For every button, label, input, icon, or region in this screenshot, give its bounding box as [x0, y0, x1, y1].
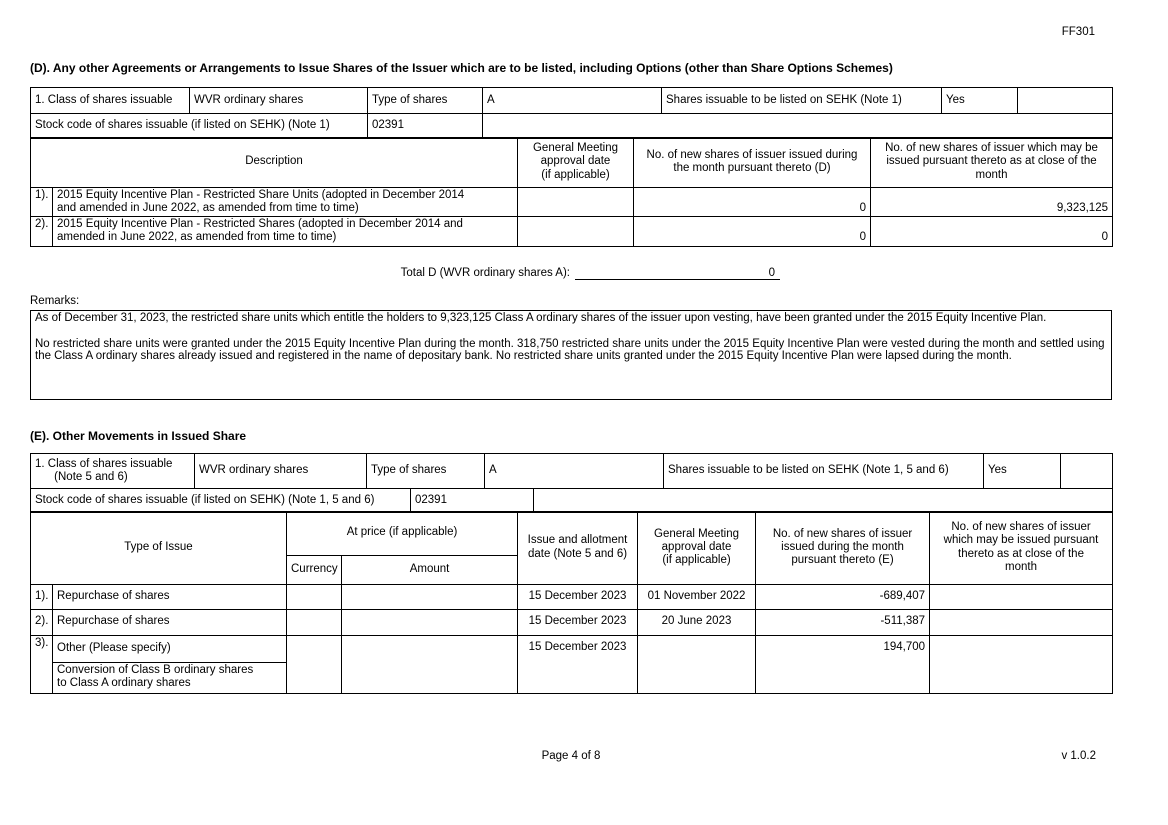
e-listed-value-cell: Yes: [983, 453, 1062, 489]
form-code: FF301: [1061, 26, 1095, 38]
d-row-issuable: 9,323,125: [870, 186, 1113, 218]
e-row-issue-date: 15 December 2023: [517, 634, 639, 694]
e-row-issued: -689,407: [755, 583, 931, 610]
e-header-issue-date: Issue and allotment date (Note 5 and 6): [517, 510, 639, 585]
e-info-empty-cell: [1060, 453, 1114, 489]
remarks-paragraph-1: As of December 31, 2023, the restricted …: [35, 312, 1047, 324]
d-info-empty-cell: [1017, 87, 1113, 114]
e-row-type-detail: Conversion of Class B ordinary shares to…: [52, 661, 287, 694]
total-d-label: Total D (WVR ordinary shares A):: [400, 267, 570, 279]
e-header-amount: Amount: [340, 554, 519, 585]
d-row-no: 1).: [30, 186, 53, 218]
e-row-gm-date: 20 June 2023: [637, 608, 757, 636]
section-d-main-table: Description General Meeting approval dat…: [30, 136, 1113, 247]
d-row-description: 2015 Equity Incentive Plan - Restricted …: [52, 216, 518, 247]
e-stock-code-value-cell: 02391: [410, 488, 534, 513]
e-class-value-cell: WVR ordinary shares: [194, 453, 367, 489]
section-d-title: (D). Any other Agreements or Arrangement…: [30, 61, 893, 75]
d-class-label-cell: 1. Class of shares issuable: [30, 87, 190, 114]
remarks-label: Remarks:: [30, 295, 80, 307]
d-row-issuable: 0: [870, 216, 1113, 247]
e-row-issue-date: 15 December 2023: [517, 608, 639, 636]
total-d-row: Total D (WVR ordinary shares A): 0: [30, 267, 780, 280]
remarks-box: As of December 31, 2023, the restricted …: [30, 310, 1112, 400]
e-row-currency: [286, 634, 342, 694]
remarks-paragraph-2: No restricted share units were granted u…: [35, 338, 1105, 362]
section-d-info-table: 1. Class of shares issuable WVR ordinary…: [30, 87, 1113, 139]
e-type-value-cell: A: [483, 453, 665, 489]
d-class-value-cell: WVR ordinary shares: [189, 87, 368, 114]
d-row-gm-date: [517, 186, 634, 218]
e-row-gm-date: [637, 634, 757, 694]
e-row-issued: -511,387: [755, 608, 931, 636]
total-d-value: 0: [575, 267, 780, 280]
d-header-description: Description: [30, 136, 518, 188]
e-row-no: 1).: [30, 583, 53, 610]
e-row-issuable: [929, 634, 1114, 694]
e-row-amount: [340, 634, 519, 694]
d-type-value-cell: A: [482, 87, 662, 114]
d-row-no: 2).: [30, 216, 53, 247]
d-info-empty-cell: [482, 113, 1113, 139]
e-header-currency: Currency: [286, 554, 342, 585]
e-listed-label-cell: Shares issuable to be listed on SEHK (No…: [663, 453, 985, 489]
e-row-currency: [286, 608, 342, 636]
e-row-issuable: [929, 583, 1114, 610]
e-row-no: 2).: [30, 608, 53, 636]
e-type-label-cell: Type of shares: [366, 453, 485, 489]
d-stock-code-label-cell: Stock code of shares issuable (if listed…: [30, 113, 368, 139]
d-type-label-cell: Type of shares: [367, 87, 483, 114]
e-row-type: Repurchase of shares: [52, 583, 287, 610]
section-e-title: (E). Other Movements in Issued Share: [30, 429, 247, 443]
e-row-amount: [340, 608, 519, 636]
d-header-issued: No. of new shares of issuer issued durin…: [633, 136, 871, 188]
d-listed-value-cell: Yes: [941, 87, 1018, 114]
e-row-issuable: [929, 608, 1114, 636]
e-header-issued: No. of new shares of issuer issued durin…: [755, 510, 931, 585]
section-e-main-table: Type of Issue At price (if applicable) I…: [30, 510, 1114, 694]
e-header-at-price: At price (if applicable): [285, 510, 519, 556]
footer-version: v 1.0.2: [1061, 750, 1096, 762]
d-header-gm-date: General Meeting approval date (if applic…: [517, 136, 634, 188]
e-row-type: Other (Please specify): [52, 634, 287, 663]
e-row-amount: [340, 583, 519, 610]
e-header-issuable: No. of new shares of issuer which may be…: [929, 510, 1114, 585]
e-header-type-of-issue: Type of Issue: [30, 510, 287, 585]
e-info-empty-cell: [532, 488, 1114, 513]
d-row-gm-date: [517, 216, 634, 247]
e-row-issued: 194,700: [755, 634, 931, 694]
d-header-issuable: No. of new shares of issuer which may be…: [870, 136, 1113, 188]
d-row-issued: 0: [633, 186, 871, 218]
e-row-currency: [286, 583, 342, 610]
e-header-gm-date: General Meeting approval date (if applic…: [637, 510, 757, 585]
e-row-gm-date: 01 November 2022: [637, 583, 757, 610]
section-e-info-table: 1. Class of shares issuable (Note 5 and …: [30, 453, 1114, 513]
e-row-no: 3).: [30, 634, 53, 694]
d-row-issued: 0: [633, 216, 871, 247]
d-row-description: 2015 Equity Incentive Plan - Restricted …: [52, 186, 518, 218]
d-listed-label-cell: Shares issuable to be listed on SEHK (No…: [661, 87, 942, 114]
e-row-type: Repurchase of shares: [52, 608, 287, 636]
e-stock-code-label-cell: Stock code of shares issuable (if listed…: [30, 488, 411, 513]
d-stock-code-value-cell: 02391: [367, 113, 483, 139]
e-row-issue-date: 15 December 2023: [517, 583, 639, 610]
e-class-label-cell: 1. Class of shares issuable (Note 5 and …: [30, 453, 195, 489]
footer-page-number: Page 4 of 8: [541, 750, 601, 762]
